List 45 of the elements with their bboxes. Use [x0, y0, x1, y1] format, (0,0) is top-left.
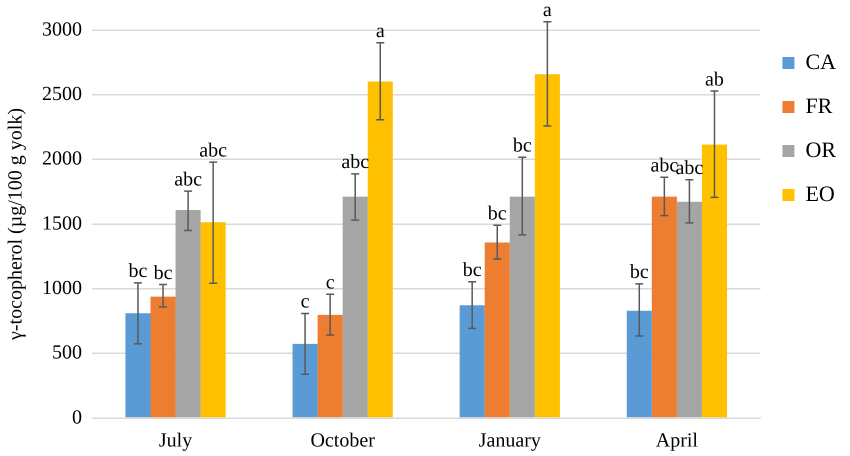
bar [318, 314, 343, 418]
data-label: a [376, 20, 385, 42]
data-label: bc [630, 261, 649, 284]
bar [150, 296, 176, 418]
legend-label: EO [805, 180, 835, 206]
bar [368, 81, 393, 418]
data-label: bc [154, 262, 173, 284]
data-label: abc [199, 139, 228, 162]
data-label: a [542, 0, 552, 21]
legend-label: OR [805, 136, 836, 162]
data-label: bc [512, 134, 532, 157]
bar [176, 210, 201, 418]
bar [200, 222, 226, 418]
y-tick-label: 2500 [42, 82, 82, 105]
bar [626, 310, 652, 418]
y-tick-label: 3000 [42, 18, 82, 40]
data-label: bc [488, 202, 507, 225]
data-label: ab [705, 68, 724, 90]
bar [510, 196, 535, 418]
bar [534, 74, 560, 418]
bar [676, 202, 702, 418]
y-tick-label: 1500 [42, 212, 82, 234]
x-tick-label: April [656, 429, 698, 452]
bar [292, 344, 318, 418]
data-label: c [326, 271, 335, 294]
legend-label: CA [805, 48, 836, 74]
y-tick-label: 2000 [42, 148, 82, 170]
x-tick-label: July [158, 429, 192, 452]
bar [342, 196, 368, 418]
legend-label: FR [805, 92, 833, 118]
y-axis-title: γ-tocopherol (µg/100 g yolk) [4, 108, 26, 341]
data-label: bc [462, 259, 482, 282]
y-tick-label: 500 [52, 342, 82, 364]
bar [702, 144, 728, 418]
data-label: c [300, 290, 310, 313]
data-label: bc [128, 260, 148, 282]
y-tick-label: 0 [72, 406, 82, 428]
bar [652, 196, 677, 418]
bar [484, 242, 510, 418]
data-label: abc [174, 168, 202, 190]
x-tick-label: October [310, 429, 376, 452]
y-tick-label: 1000 [42, 276, 82, 299]
x-tick-label: January [478, 429, 541, 452]
bar [125, 313, 150, 418]
bar [460, 305, 485, 418]
